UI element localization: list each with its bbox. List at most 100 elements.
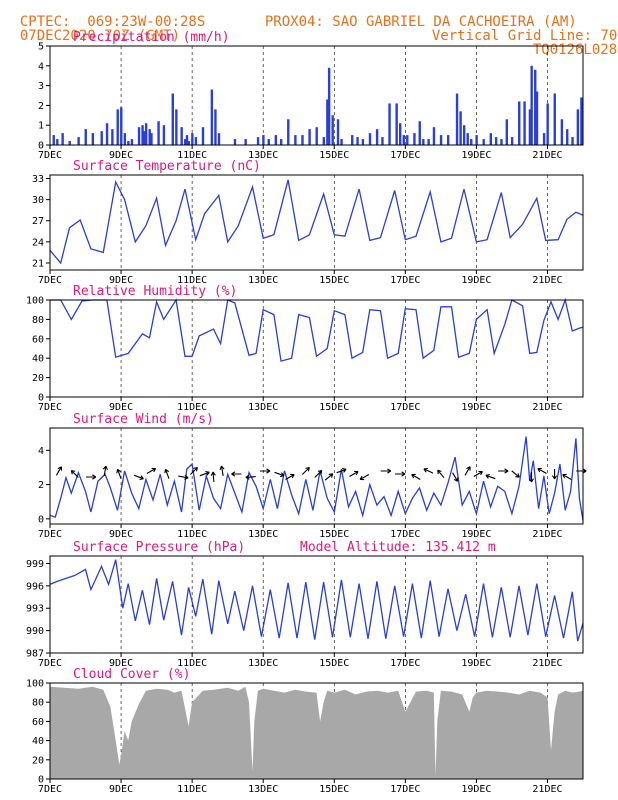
cloud-xtick-label: 19DEC	[461, 784, 491, 795]
precip-title: Precipitation (mm/h)	[73, 30, 230, 45]
precip-bar	[553, 93, 556, 145]
precip-bar	[217, 133, 221, 145]
precip-bar	[576, 109, 580, 145]
pressure-annotation: Model Altitude: 135.412 m	[300, 540, 496, 555]
precip-bar	[322, 137, 326, 145]
pressure-title: Surface Pressure (hPa)	[73, 540, 245, 555]
precip-bar	[308, 129, 311, 145]
precip-bar	[580, 97, 583, 145]
rh-xtick-label: 15DEC	[319, 402, 349, 413]
wind-arrow-icon	[452, 472, 459, 482]
precip-bar	[294, 135, 297, 145]
precip-ytick-label: 3	[38, 81, 44, 92]
precip-ytick-label: 2	[38, 101, 44, 112]
precip-bar	[489, 133, 493, 145]
precip-bar	[326, 99, 329, 145]
rh-title: Relative Humidity (%)	[73, 284, 237, 299]
rh-xtick-label: 9DEC	[109, 402, 133, 413]
temp-xtick-label: 15DEC	[319, 275, 349, 286]
precip-xtick-label: 15DEC	[319, 150, 349, 161]
precip-bar	[175, 109, 178, 145]
pressure-ytick-label: 996	[26, 581, 44, 592]
precip-bar	[336, 119, 340, 145]
precip-bar	[148, 129, 151, 145]
precip-bar	[150, 133, 153, 145]
cloud-xtick-label: 21DEC	[532, 784, 562, 795]
precip-bar	[413, 133, 416, 145]
wind-arrow-icon	[464, 466, 471, 476]
precip-bar	[494, 137, 498, 145]
precip-bar	[327, 67, 331, 145]
temp-panel: 21 24 27 30 33 7DEC 9DEC 11DEC 13DEC 15DEC 17DEC 19…	[32, 159, 584, 286]
precip-ytick-label: 5	[38, 42, 44, 53]
wind-arrow-icon	[473, 470, 483, 477]
wind-arrow-icon	[85, 474, 97, 480]
cloud-area	[50, 686, 583, 779]
precip-bar	[475, 135, 478, 145]
precip-bar	[127, 141, 130, 145]
wind-arrow-icon	[395, 471, 406, 477]
precip-bar	[455, 93, 459, 145]
cloud-ytick-label: 20	[32, 755, 44, 766]
cloud-ytick-label: 60	[32, 717, 44, 728]
wind-arrow-icon	[423, 467, 434, 474]
precip-bar	[361, 139, 365, 145]
precip-bar	[100, 131, 103, 145]
precip-bar	[542, 133, 546, 145]
wind-arrow-icon	[511, 470, 520, 478]
temp-xtick-label: 21DEC	[532, 275, 562, 286]
precip-bar	[459, 111, 462, 145]
precip-ytick-label: 4	[38, 61, 44, 72]
wind-arrow-icon	[380, 468, 392, 474]
precip-bar	[482, 139, 485, 145]
precip-bar	[184, 139, 187, 145]
wind-arrow-icon	[245, 474, 256, 480]
wind-arrow-icon	[324, 473, 334, 481]
precip-xtick-label: 21DEC	[532, 150, 562, 161]
cloud-frame	[49, 682, 584, 780]
header-run-date: 07DEC2020 70Z (GMT)	[19, 28, 181, 44]
temp-xtick-label: 19DEC	[461, 275, 491, 286]
wind-ytick-label: 2	[38, 480, 44, 491]
precip-bar	[422, 139, 425, 145]
precip-bar	[418, 121, 421, 145]
precip-bar	[375, 129, 379, 145]
rh-xtick-label: 17DEC	[390, 402, 420, 413]
precip-bar	[52, 135, 55, 145]
wind-arrow-icon	[349, 470, 359, 477]
precip-bar	[402, 135, 405, 145]
wind-arrow-icon	[528, 472, 534, 483]
temp-xtick-label: 17DEC	[390, 275, 420, 286]
wind-xtick-label: 13DEC	[248, 529, 278, 540]
precip-bar	[399, 123, 402, 145]
temp-xtick-label: 11DEC	[177, 275, 207, 286]
wind-arrow-icon	[55, 466, 63, 476]
temp-ytick-label: 33	[32, 174, 44, 185]
precip-bar	[274, 135, 278, 145]
cloud-ytick-label: 100	[26, 679, 44, 690]
rh-xtick-label: 7DEC	[38, 402, 62, 413]
wind-arrow-icon	[576, 468, 587, 474]
temp-line	[49, 179, 584, 265]
rh-xtick-label: 19DEC	[461, 402, 491, 413]
wind-arrow-icon	[102, 465, 108, 476]
cloud-xtick-label: 11DEC	[177, 784, 207, 795]
wind-xtick-label: 17DEC	[390, 529, 420, 540]
precip-bar	[523, 101, 526, 145]
precip-bar	[111, 129, 114, 145]
rh-ytick-label: 20	[32, 373, 44, 384]
temp-ytick-label: 27	[32, 216, 44, 227]
pressure-panel: 987 990 993 996 999 7DEC 9DEC 11DEC 13DEC 15DEC 17…	[26, 540, 584, 669]
rh-xtick-label: 21DEC	[532, 402, 562, 413]
wind-xtick-label: 15DEC	[319, 529, 349, 540]
precip-bar	[351, 135, 354, 145]
header-grid-line: Vertical Grid Line: 70Z	[431, 28, 618, 44]
wind-arrow-icon	[485, 473, 496, 480]
precip-bar	[466, 133, 469, 145]
wind-arrows	[55, 465, 587, 483]
cloud-title: Cloud Cover (%)	[73, 667, 190, 682]
precip-bar	[462, 125, 466, 145]
precip-bar	[171, 93, 174, 145]
precip-bar	[157, 121, 160, 145]
precip-bar	[191, 133, 194, 145]
